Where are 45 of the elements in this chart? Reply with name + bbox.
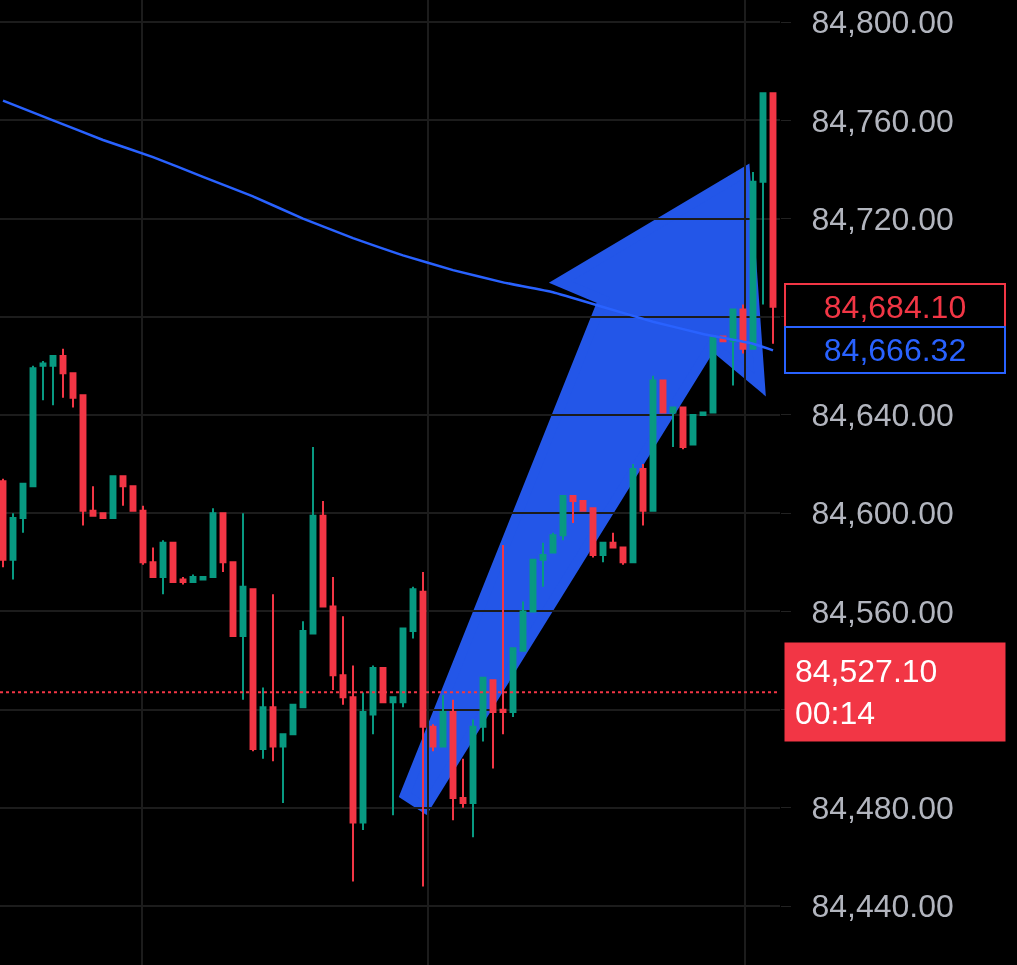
candlestick — [39, 359, 47, 402]
y-tick-label: 84,800.00 — [811, 4, 954, 41]
candlestick — [389, 696, 397, 817]
candlestick — [669, 406, 677, 448]
y-tick-label: 84,640.00 — [811, 397, 954, 434]
candlestick — [469, 718, 477, 839]
candlestick — [89, 485, 97, 517]
candlestick — [49, 355, 57, 407]
candlestick — [309, 445, 317, 635]
candlestick — [19, 482, 27, 534]
candlestick — [609, 531, 617, 549]
candlestick — [449, 698, 457, 822]
candlestick — [179, 576, 187, 586]
candlestick — [599, 541, 607, 564]
candlestick — [259, 686, 267, 760]
y-tick-label: 84,560.00 — [811, 593, 954, 630]
y-tick-label: 84,760.00 — [811, 102, 954, 139]
ref-line-label: 84,527.10 00:14 — [795, 653, 938, 731]
candlestick — [239, 512, 247, 701]
candlestick — [729, 308, 737, 387]
text: 84,684.10 — [823, 289, 967, 325]
candlestick — [369, 664, 377, 736]
text: 84,666.32 — [823, 332, 967, 368]
candlestick — [639, 463, 647, 527]
candlestick — [159, 539, 167, 596]
candlestick — [569, 495, 577, 525]
candlestick — [519, 600, 527, 652]
line-series — [1, 99, 775, 352]
candlestick — [9, 512, 17, 581]
candlestick — [149, 546, 157, 579]
candlestick — [69, 372, 77, 409]
candlestick — [359, 691, 367, 831]
candlestick — [769, 92, 777, 345]
candlestick — [119, 475, 127, 507]
candlestick — [279, 733, 287, 804]
candlestick — [0, 477, 7, 569]
candlestick — [759, 92, 767, 306]
y-tick-label: 84,600.00 — [811, 495, 954, 532]
candlestick — [459, 757, 467, 809]
y-tick-label: 84,440.00 — [811, 888, 954, 925]
candlestick — [59, 347, 67, 399]
candlestick — [539, 541, 547, 588]
y-tick-label: 84,480.00 — [811, 790, 954, 827]
candlestick — [439, 693, 447, 748]
y-tick-label: 84,720.00 — [811, 200, 954, 237]
